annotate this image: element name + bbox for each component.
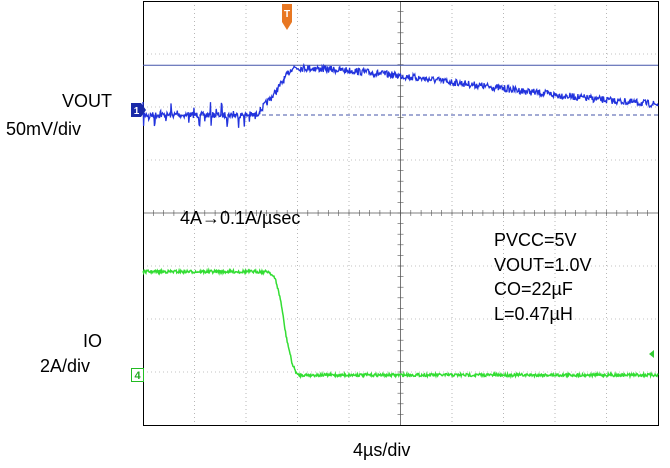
param-vout: VOUT=1.0V — [494, 254, 592, 275]
graticule — [143, 1, 658, 425]
param-pvcc: PVCC=5V — [494, 230, 577, 250]
param-co: CO=22µF — [494, 279, 573, 299]
ch4-marker: 4 — [131, 368, 144, 382]
slew-annotation: 4A→0.1A/µsec — [180, 208, 301, 228]
io-trace — [142, 267, 659, 380]
vout-channel-label: VOUT — [61, 91, 112, 111]
vout-scale-label: 50mV/div — [6, 119, 82, 139]
ch1-marker-label: 1 — [134, 106, 140, 117]
ch4-offset-arrow — [649, 350, 654, 358]
param-l: L=0.47µH — [494, 303, 573, 324]
ch1-marker: 1 — [131, 103, 146, 117]
time-scale-label: 4µs/div — [353, 440, 411, 460]
vout-trace — [142, 62, 659, 128]
test-conditions: PVCC=5V VOUT=1.0V CO=22µF L=0.47µH — [494, 228, 592, 326]
trigger-marker: T — [282, 4, 292, 30]
io-scale-label: 2A/div — [40, 356, 91, 376]
plot-border — [143, 1, 659, 426]
ch4-marker-label: 4 — [134, 370, 141, 382]
trigger-marker-label: T — [284, 9, 290, 20]
io-channel-label: IO — [82, 331, 102, 351]
